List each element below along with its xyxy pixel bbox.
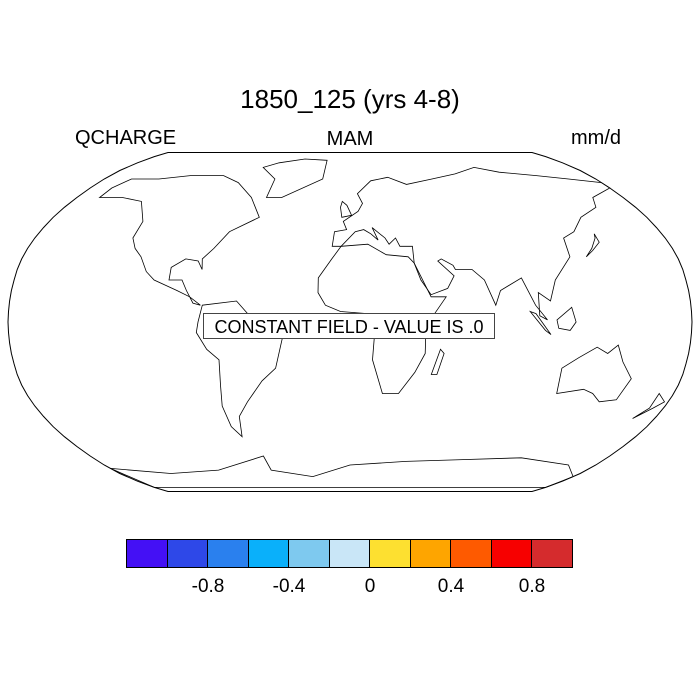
- coastline-great-britain: [340, 200, 353, 218]
- colorbar-box: [127, 540, 168, 567]
- colorbar-label: -0.8: [191, 576, 225, 597]
- colorbar-box: [532, 540, 573, 567]
- colorbar-box: [248, 540, 290, 567]
- colorbar-label: 0: [364, 576, 376, 597]
- coastline-madagascar: [430, 348, 445, 375]
- colorbar-box: [289, 540, 330, 567]
- map-boundary: [7, 152, 693, 492]
- colorbar-box: [451, 540, 492, 567]
- colorbar-label: 0.8: [518, 576, 546, 597]
- variable-name: QCHARGE: [75, 127, 177, 149]
- colorbar-box: [491, 540, 533, 567]
- colorbar-label: -0.4: [272, 576, 306, 597]
- season-label: MAM: [326, 128, 374, 150]
- colorbar-label: 0.4: [437, 576, 465, 597]
- units-label: mm/d: [571, 127, 621, 149]
- colorbar-box: [167, 540, 209, 567]
- constant-field-message: CONSTANT FIELD - VALUE IS .0: [203, 313, 495, 339]
- coastline-japan: [585, 233, 600, 258]
- coastline-australia: [556, 344, 632, 403]
- coastline-africa: [317, 243, 447, 394]
- colorbar-box: [329, 540, 371, 567]
- coastline-greenland: [262, 158, 328, 198]
- coastline-borneo: [556, 306, 577, 331]
- coastline-new-zealand: [632, 392, 666, 419]
- colorbar: [126, 539, 573, 568]
- coastline-antarctica: [110, 455, 574, 488]
- colorbar-box: [410, 540, 452, 567]
- colorbar-box: [370, 540, 411, 567]
- plot-title: 1850_125 (yrs 4-8): [240, 84, 460, 114]
- coastline-sumatra: [528, 310, 552, 335]
- coastline-north-america: [98, 175, 260, 306]
- colorbar-box: [208, 540, 249, 567]
- coastline-eurasia: [331, 166, 611, 321]
